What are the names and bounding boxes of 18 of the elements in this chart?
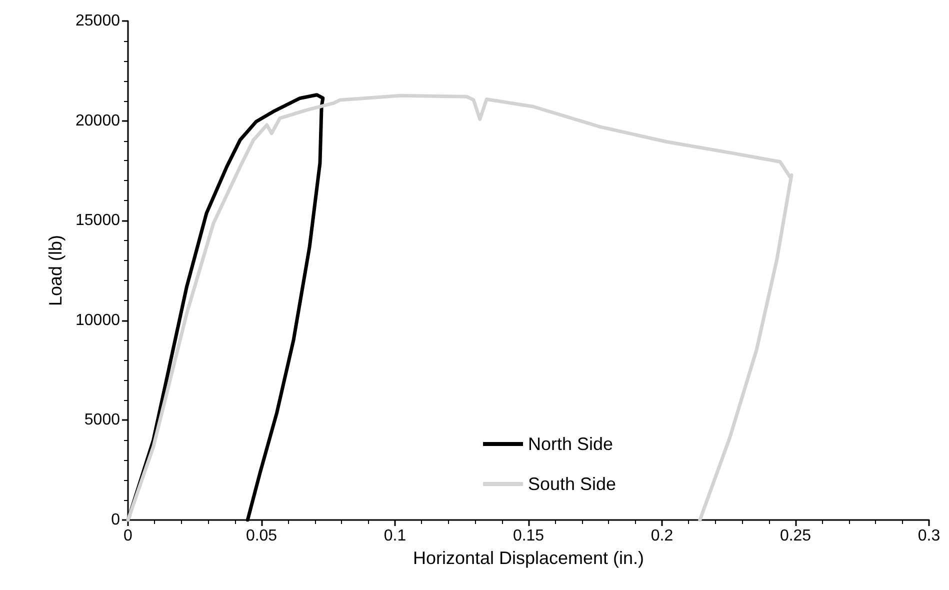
line-series (126, 94, 794, 522)
y-axis-title: Load (lb) (46, 234, 66, 306)
x-axis-title: Horizontal Displacement (in.) (412, 548, 644, 568)
y-tick-label: 15000 (76, 212, 120, 230)
y-tick-label: 20000 (76, 112, 120, 130)
y-tick-label: 10000 (76, 312, 120, 329)
legend-label: North Side (528, 434, 614, 454)
y-tick-label: 0 (111, 512, 120, 528)
x-tick-label: 0.05 (246, 528, 278, 544)
x-tick-label: 0.3 (918, 528, 940, 544)
x-tick-label: 0.2 (650, 528, 674, 544)
x-tick-label: 0.25 (780, 528, 812, 544)
y-tick-label: 25000 (76, 12, 120, 30)
y-tick-label: 5000 (84, 412, 120, 429)
legend-label: South Side (528, 474, 616, 494)
x-tick-label: 0 (124, 528, 133, 544)
x-tick-label: 0.15 (512, 528, 544, 544)
x-tick-label: 0.1 (384, 528, 406, 544)
